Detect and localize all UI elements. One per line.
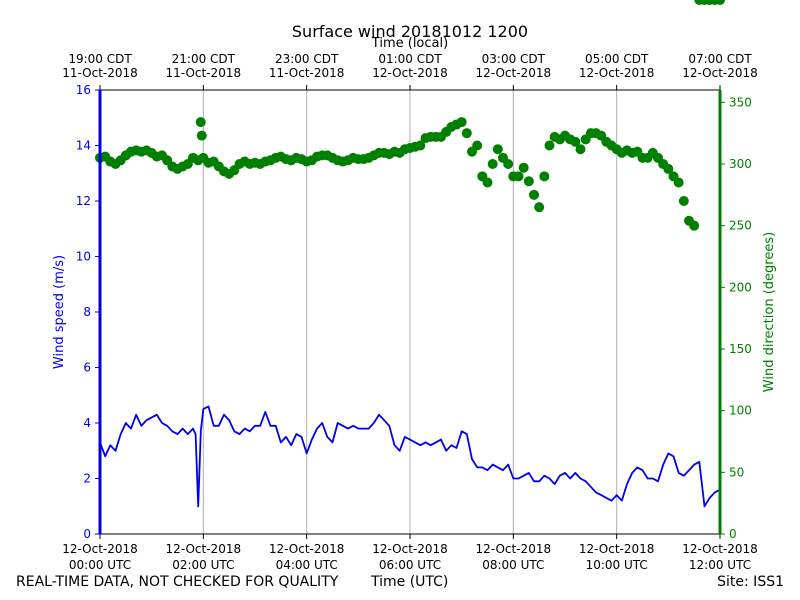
wind-direction-point	[503, 159, 514, 169]
wind-direction-point	[415, 140, 426, 151]
top-tick-label-date: 11-Oct-2018	[269, 66, 345, 80]
left-tick-label: 8	[83, 305, 91, 319]
wind-direction-point	[715, 0, 725, 5]
wind-direction-point	[472, 140, 483, 151]
wind-direction-point	[575, 144, 586, 155]
top-tick-label-date: 12-Oct-2018	[682, 66, 758, 80]
x-tick-label-time: 08:00 UTC	[482, 558, 544, 572]
wind-direction-point	[492, 144, 503, 155]
top-tick-label-date: 11-Oct-2018	[166, 66, 242, 80]
right-tick-label: 0	[729, 527, 737, 541]
right-tick-label: 50	[729, 465, 744, 479]
wind-direction-point	[513, 171, 524, 182]
right-tick-label: 100	[729, 404, 752, 418]
right-tick-label: 350	[729, 95, 752, 109]
top-tick-label-date: 12-Oct-2018	[476, 66, 552, 80]
right-tick-label: 250	[729, 219, 752, 233]
right-axis-label: Wind direction (degrees)	[762, 232, 777, 392]
series-layer	[95, 0, 725, 508]
wind-direction-point	[570, 136, 581, 147]
wind-direction-point	[518, 162, 529, 173]
x-tick-label-date: 12-Oct-2018	[372, 542, 448, 556]
top-axis-label: Time (local)	[371, 36, 448, 51]
top-tick-label-time: 05:00 CDT	[585, 52, 649, 66]
top-tick-label-date: 11-Oct-2018	[62, 66, 138, 80]
wind-direction-point	[456, 117, 467, 128]
top-tick-label-date: 12-Oct-2018	[579, 66, 655, 80]
x-tick-label-date: 12-Oct-2018	[682, 542, 758, 556]
left-tick-label: 16	[76, 83, 91, 97]
chart-title: Surface wind 20181012 1200	[292, 22, 528, 41]
wind-direction-point	[673, 177, 684, 188]
site-label: Site: ISS1	[717, 574, 784, 590]
top-tick-label-time: 23:00 CDT	[275, 52, 339, 66]
wind-direction-point	[487, 159, 498, 169]
wind-direction-point	[689, 220, 700, 231]
x-tick-label-time: 02:00 UTC	[172, 558, 234, 572]
left-axis-label: Wind speed (m/s)	[52, 255, 67, 369]
left-tick-label: 12	[76, 194, 91, 208]
x-tick-label-time: 06:00 UTC	[379, 558, 441, 572]
right-tick-label: 150	[729, 342, 752, 356]
wind-speed-line	[99, 405, 721, 508]
top-tick-label-time: 19:00 CDT	[68, 52, 132, 66]
left-tick-label: 0	[83, 527, 91, 541]
x-tick-label-date: 12-Oct-2018	[62, 542, 138, 556]
left-tick-label: 6	[83, 361, 91, 375]
x-tick-label-time: 10:00 UTC	[586, 558, 648, 572]
left-tick-label: 10	[76, 250, 91, 264]
wind-direction-point	[663, 163, 674, 174]
x-tick-label-time: 12:00 UTC	[689, 558, 751, 572]
wind-direction-point	[523, 176, 534, 187]
right-tick-label: 200	[729, 280, 752, 294]
top-tick-label-time: 21:00 CDT	[172, 52, 236, 66]
x-tick-label-date: 12-Oct-2018	[166, 542, 242, 556]
wind-direction-point	[678, 196, 689, 206]
top-tick-label-time: 03:00 CDT	[482, 52, 546, 66]
x-tick-label-time: 00:00 UTC	[69, 558, 131, 572]
right-tick-label: 300	[729, 157, 752, 171]
top-tick-label-date: 12-Oct-2018	[372, 66, 448, 80]
wind-direction-point	[534, 202, 545, 213]
wind-direction-point	[461, 128, 472, 139]
wind-direction-point	[196, 130, 207, 141]
wind-direction-point	[195, 117, 206, 128]
x-tick-label-date: 12-Oct-2018	[476, 542, 552, 556]
top-tick-label-time: 07:00 CDT	[688, 52, 752, 66]
wind-direction-point	[529, 189, 539, 200]
quality-note: REAL-TIME DATA, NOT CHECKED FOR QUALITY	[16, 574, 339, 590]
wind-direction-point	[544, 140, 555, 151]
left-tick-label: 2	[83, 472, 91, 486]
x-tick-label-date: 12-Oct-2018	[579, 542, 655, 556]
x-tick-label-date: 12-Oct-2018	[269, 542, 345, 556]
x-tick-label-time: 04:00 UTC	[276, 558, 338, 572]
left-tick-label: 4	[83, 416, 91, 430]
wind-direction-point	[482, 177, 493, 188]
top-tick-label-time: 01:00 CDT	[378, 52, 442, 66]
bottom-axis-label: Time (UTC)	[371, 574, 449, 590]
left-tick-label: 14	[76, 139, 91, 153]
wind-direction-point	[539, 171, 550, 182]
